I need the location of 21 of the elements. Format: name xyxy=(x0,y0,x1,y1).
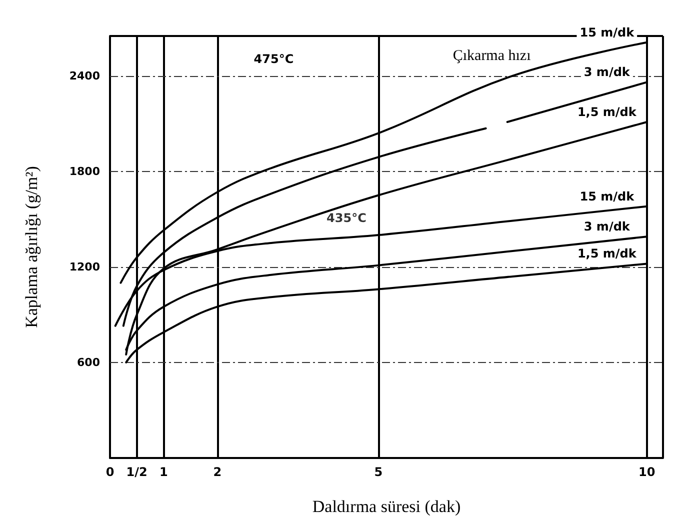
y-tick-label: 1200 xyxy=(69,260,100,274)
series-label: 3 m/dk xyxy=(584,220,631,234)
series-label: 15 m/dk xyxy=(580,189,636,204)
x-tick-label: 1/2 xyxy=(126,465,148,479)
x-tick-label: 0 xyxy=(106,465,114,479)
x-axis-title: Daldırma süresi (dak) xyxy=(312,497,461,516)
x-tick-label: 2 xyxy=(213,465,222,479)
series-label: 15 m/dk xyxy=(580,25,636,40)
x-tick-label: 10 xyxy=(638,465,656,479)
series-label: 3 m/dk xyxy=(584,65,631,80)
y-tick-label: 600 xyxy=(77,356,100,369)
series-label: 1,5 m/dk xyxy=(577,246,638,261)
x-tick-label: 1 xyxy=(160,465,168,479)
annotation: 435°C xyxy=(326,211,367,226)
y-tick-label: 2400 xyxy=(69,69,100,82)
annotation: 475°C xyxy=(254,52,294,66)
y-axis-title: Kaplama ağırlığı (g/m²) xyxy=(22,166,41,328)
series-label: 1,5 m/dk xyxy=(577,104,638,119)
y-tick-label: 1800 xyxy=(69,164,100,178)
annotation: Çıkarma hızı xyxy=(452,48,531,64)
x-tick-label: 5 xyxy=(374,465,383,479)
